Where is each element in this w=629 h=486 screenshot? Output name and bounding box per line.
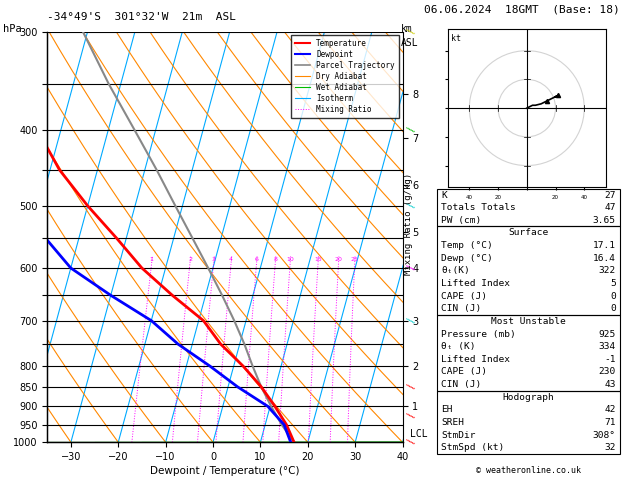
Text: StmDir: StmDir (441, 431, 476, 440)
Text: CAPE (J): CAPE (J) (441, 292, 487, 301)
Text: 1: 1 (150, 257, 153, 262)
Text: EH: EH (441, 405, 452, 415)
Text: CAPE (J): CAPE (J) (441, 367, 487, 377)
Text: 308°: 308° (593, 431, 616, 440)
Text: θₜ(K): θₜ(K) (441, 266, 470, 276)
Text: 20: 20 (335, 257, 343, 262)
Text: LCL: LCL (409, 429, 427, 439)
Text: \: \ (407, 437, 417, 447)
Text: 16.4: 16.4 (593, 254, 616, 263)
Text: -34°49'S  301°32'W  21m  ASL: -34°49'S 301°32'W 21m ASL (47, 12, 236, 22)
Text: PW (cm): PW (cm) (441, 216, 481, 225)
Text: \: \ (407, 263, 417, 273)
Text: 3: 3 (212, 257, 216, 262)
Legend: Temperature, Dewpoint, Parcel Trajectory, Dry Adiabat, Wet Adiabat, Isotherm, Mi: Temperature, Dewpoint, Parcel Trajectory… (291, 35, 399, 118)
Text: \: \ (407, 125, 417, 135)
Text: 5: 5 (610, 279, 616, 288)
Text: Surface: Surface (508, 228, 548, 238)
Text: 925: 925 (599, 330, 616, 339)
Text: 71: 71 (604, 418, 616, 427)
Text: Mixing Ratio (g/kg): Mixing Ratio (g/kg) (404, 173, 413, 275)
Text: Totals Totals: Totals Totals (441, 203, 516, 212)
Text: 334: 334 (599, 342, 616, 351)
Text: 25: 25 (351, 257, 359, 262)
Text: StmSpd (kt): StmSpd (kt) (441, 443, 504, 452)
Text: 10: 10 (286, 257, 294, 262)
Text: Dewp (°C): Dewp (°C) (441, 254, 493, 263)
Text: © weatheronline.co.uk: © weatheronline.co.uk (476, 466, 581, 475)
Text: Temp (°C): Temp (°C) (441, 241, 493, 250)
Text: 06.06.2024  18GMT  (Base: 18): 06.06.2024 18GMT (Base: 18) (424, 4, 620, 15)
Text: 17.1: 17.1 (593, 241, 616, 250)
Text: kt: kt (451, 34, 461, 43)
X-axis label: Dewpoint / Temperature (°C): Dewpoint / Temperature (°C) (150, 466, 299, 476)
Text: \: \ (407, 382, 417, 392)
Text: \: \ (407, 201, 417, 211)
Text: ASL: ASL (401, 38, 419, 48)
Text: 15: 15 (314, 257, 322, 262)
Text: \: \ (407, 27, 417, 36)
Text: 43: 43 (604, 380, 616, 389)
Text: 230: 230 (599, 367, 616, 377)
Text: \: \ (407, 316, 417, 326)
Text: Hodograph: Hodograph (503, 393, 554, 402)
Text: 322: 322 (599, 266, 616, 276)
Text: hPa: hPa (3, 24, 22, 34)
Text: 3.65: 3.65 (593, 216, 616, 225)
Text: Lifted Index: Lifted Index (441, 279, 510, 288)
Text: CIN (J): CIN (J) (441, 304, 481, 313)
Text: Lifted Index: Lifted Index (441, 355, 510, 364)
Text: 47: 47 (604, 203, 616, 212)
Text: 0: 0 (610, 304, 616, 313)
Text: \: \ (407, 411, 417, 420)
Text: CIN (J): CIN (J) (441, 380, 481, 389)
Text: 6: 6 (255, 257, 259, 262)
Text: 4: 4 (229, 257, 233, 262)
Text: Most Unstable: Most Unstable (491, 317, 565, 326)
Text: 32: 32 (604, 443, 616, 452)
Text: 42: 42 (604, 405, 616, 415)
Text: SREH: SREH (441, 418, 464, 427)
Text: 0: 0 (610, 292, 616, 301)
Text: K: K (441, 191, 447, 200)
Text: km: km (401, 24, 413, 34)
Text: 2: 2 (188, 257, 192, 262)
Text: Pressure (mb): Pressure (mb) (441, 330, 516, 339)
Text: -1: -1 (604, 355, 616, 364)
Text: 27: 27 (604, 191, 616, 200)
Text: 8: 8 (274, 257, 277, 262)
Text: θₜ (K): θₜ (K) (441, 342, 476, 351)
